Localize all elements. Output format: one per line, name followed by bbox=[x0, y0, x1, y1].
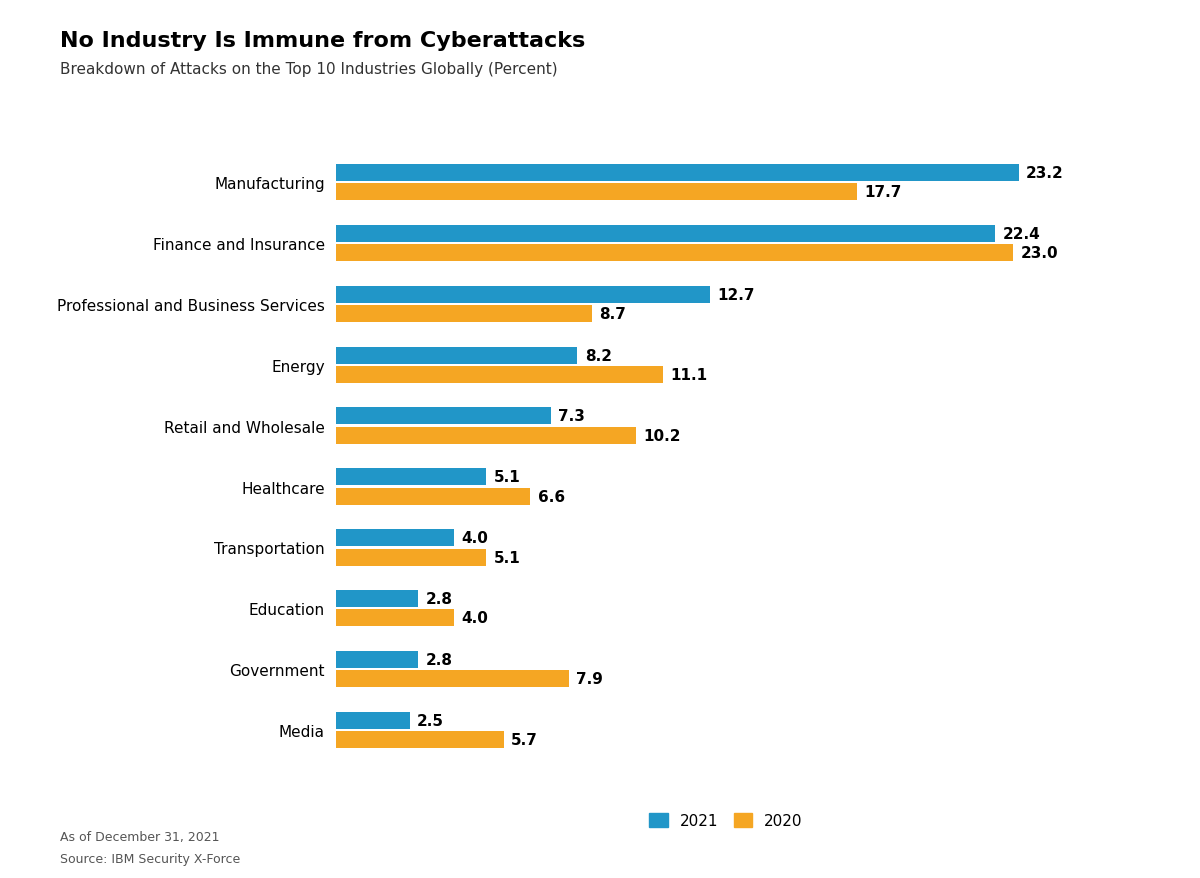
Bar bbox=[336, 347, 577, 364]
Bar bbox=[336, 609, 454, 627]
Text: 5.7: 5.7 bbox=[511, 732, 538, 747]
Text: 7.9: 7.9 bbox=[576, 672, 602, 687]
Text: 4.0: 4.0 bbox=[461, 611, 488, 626]
Text: As of December 31, 2021: As of December 31, 2021 bbox=[60, 830, 220, 843]
Bar bbox=[336, 529, 454, 546]
Bar bbox=[336, 651, 419, 668]
Bar bbox=[336, 671, 569, 687]
Bar bbox=[336, 408, 551, 425]
Text: 17.7: 17.7 bbox=[864, 185, 901, 200]
Bar bbox=[336, 712, 409, 729]
Text: 6.6: 6.6 bbox=[538, 489, 565, 504]
Text: 8.7: 8.7 bbox=[600, 306, 626, 322]
Text: 2.8: 2.8 bbox=[426, 652, 452, 667]
Text: 12.7: 12.7 bbox=[718, 287, 755, 302]
Text: 22.4: 22.4 bbox=[1003, 227, 1040, 241]
Text: 5.1: 5.1 bbox=[493, 550, 521, 565]
Bar bbox=[336, 731, 504, 748]
Bar bbox=[336, 306, 592, 323]
Text: 23.0: 23.0 bbox=[1020, 246, 1058, 261]
Text: 2.5: 2.5 bbox=[416, 713, 444, 728]
Text: 11.1: 11.1 bbox=[670, 368, 707, 383]
Bar bbox=[336, 165, 1019, 182]
Bar bbox=[336, 367, 662, 384]
Bar bbox=[336, 428, 636, 444]
Bar bbox=[336, 469, 486, 486]
Text: 7.3: 7.3 bbox=[558, 409, 586, 424]
Bar bbox=[336, 226, 995, 242]
Text: Source: IBM Security X-Force: Source: IBM Security X-Force bbox=[60, 852, 240, 865]
Text: 2.8: 2.8 bbox=[426, 591, 452, 607]
Bar bbox=[336, 286, 710, 304]
Text: No Industry Is Immune from Cyberattacks: No Industry Is Immune from Cyberattacks bbox=[60, 31, 586, 51]
Text: 23.2: 23.2 bbox=[1026, 166, 1064, 181]
Bar bbox=[336, 245, 1013, 262]
Bar bbox=[336, 549, 486, 566]
Text: 10.2: 10.2 bbox=[643, 428, 682, 443]
Bar bbox=[336, 184, 857, 201]
Text: Breakdown of Attacks on the Top 10 Industries Globally (Percent): Breakdown of Attacks on the Top 10 Indus… bbox=[60, 61, 558, 76]
Bar bbox=[336, 488, 530, 505]
Text: 5.1: 5.1 bbox=[493, 470, 521, 485]
Text: 4.0: 4.0 bbox=[461, 530, 488, 545]
Bar bbox=[336, 590, 419, 608]
Text: 8.2: 8.2 bbox=[584, 349, 612, 363]
Legend: 2021, 2020: 2021, 2020 bbox=[642, 805, 810, 836]
